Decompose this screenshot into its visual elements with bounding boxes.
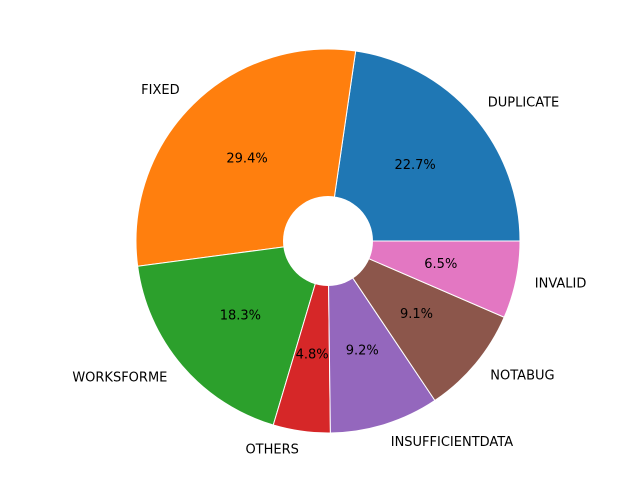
slice-invalid — [327, 240, 521, 318]
slice-label-invalid: INVALID — [535, 276, 587, 291]
pie-slices — [135, 48, 521, 434]
slice-pct-worksforme: 18.3% — [220, 308, 261, 323]
slice-label-duplicate: DUPLICATE — [488, 95, 560, 110]
pie-labels: DUPLICATE 22.7% FIXED 29.4% WORKSFORME 18.3% O… — [72, 83, 586, 457]
slice-pct-notabug: 9.1% — [400, 307, 433, 322]
slice-insufficientdata — [327, 239, 436, 434]
donut-hole — [283, 196, 373, 286]
slice-label-notabug: NOTABUG — [490, 369, 554, 384]
slice-label-worksforme: WORKSFORME — [72, 371, 167, 386]
slice-pct-invalid: 6.5% — [424, 257, 457, 272]
slice-label-fixed: FIXED — [141, 83, 179, 98]
slice-worksforme — [137, 240, 329, 426]
slice-label-insufficientdata: INSUFFICIENTDATA — [391, 435, 514, 450]
slice-pct-duplicate: 22.7% — [394, 158, 435, 173]
slice-pct-others: 4.8% — [296, 348, 329, 363]
slice-duplicate — [327, 50, 521, 242]
slice-notabug — [326, 239, 505, 402]
slice-label-others: OTHERS — [245, 443, 298, 458]
slice-pct-insufficientdata: 9.2% — [346, 344, 379, 359]
slice-pct-fixed: 29.4% — [226, 152, 267, 167]
